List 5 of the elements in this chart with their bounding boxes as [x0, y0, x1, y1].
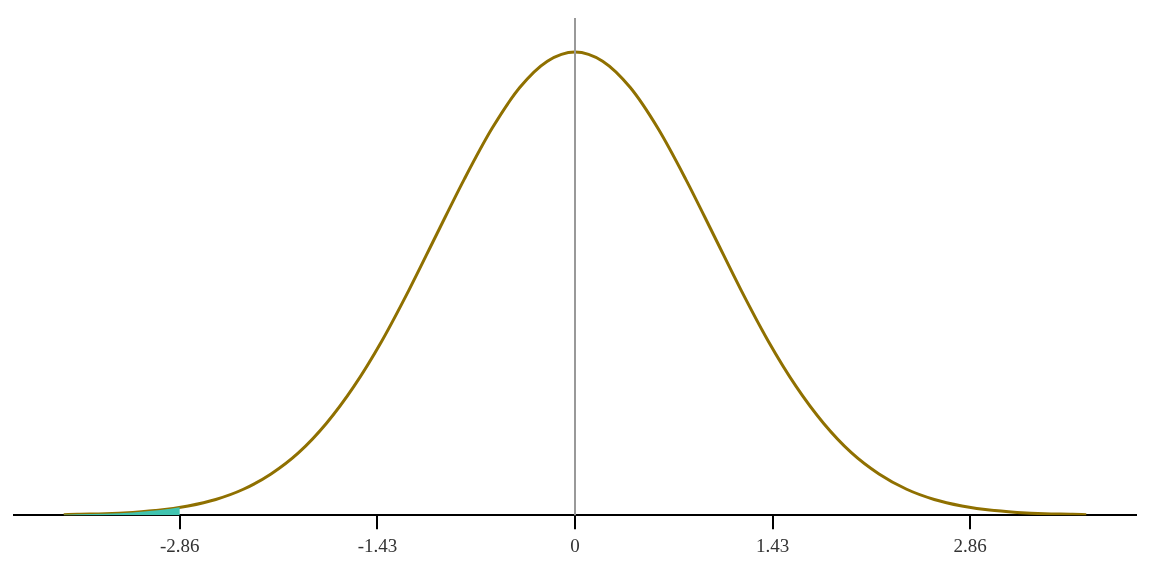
x-tick-label: -1.43	[357, 534, 398, 556]
x-tick-label: -2.86	[160, 534, 200, 556]
x-tick-label: 1.43	[755, 534, 790, 556]
x-tick-label: 0	[570, 534, 580, 556]
x-tick-label: 2.86	[953, 534, 987, 556]
